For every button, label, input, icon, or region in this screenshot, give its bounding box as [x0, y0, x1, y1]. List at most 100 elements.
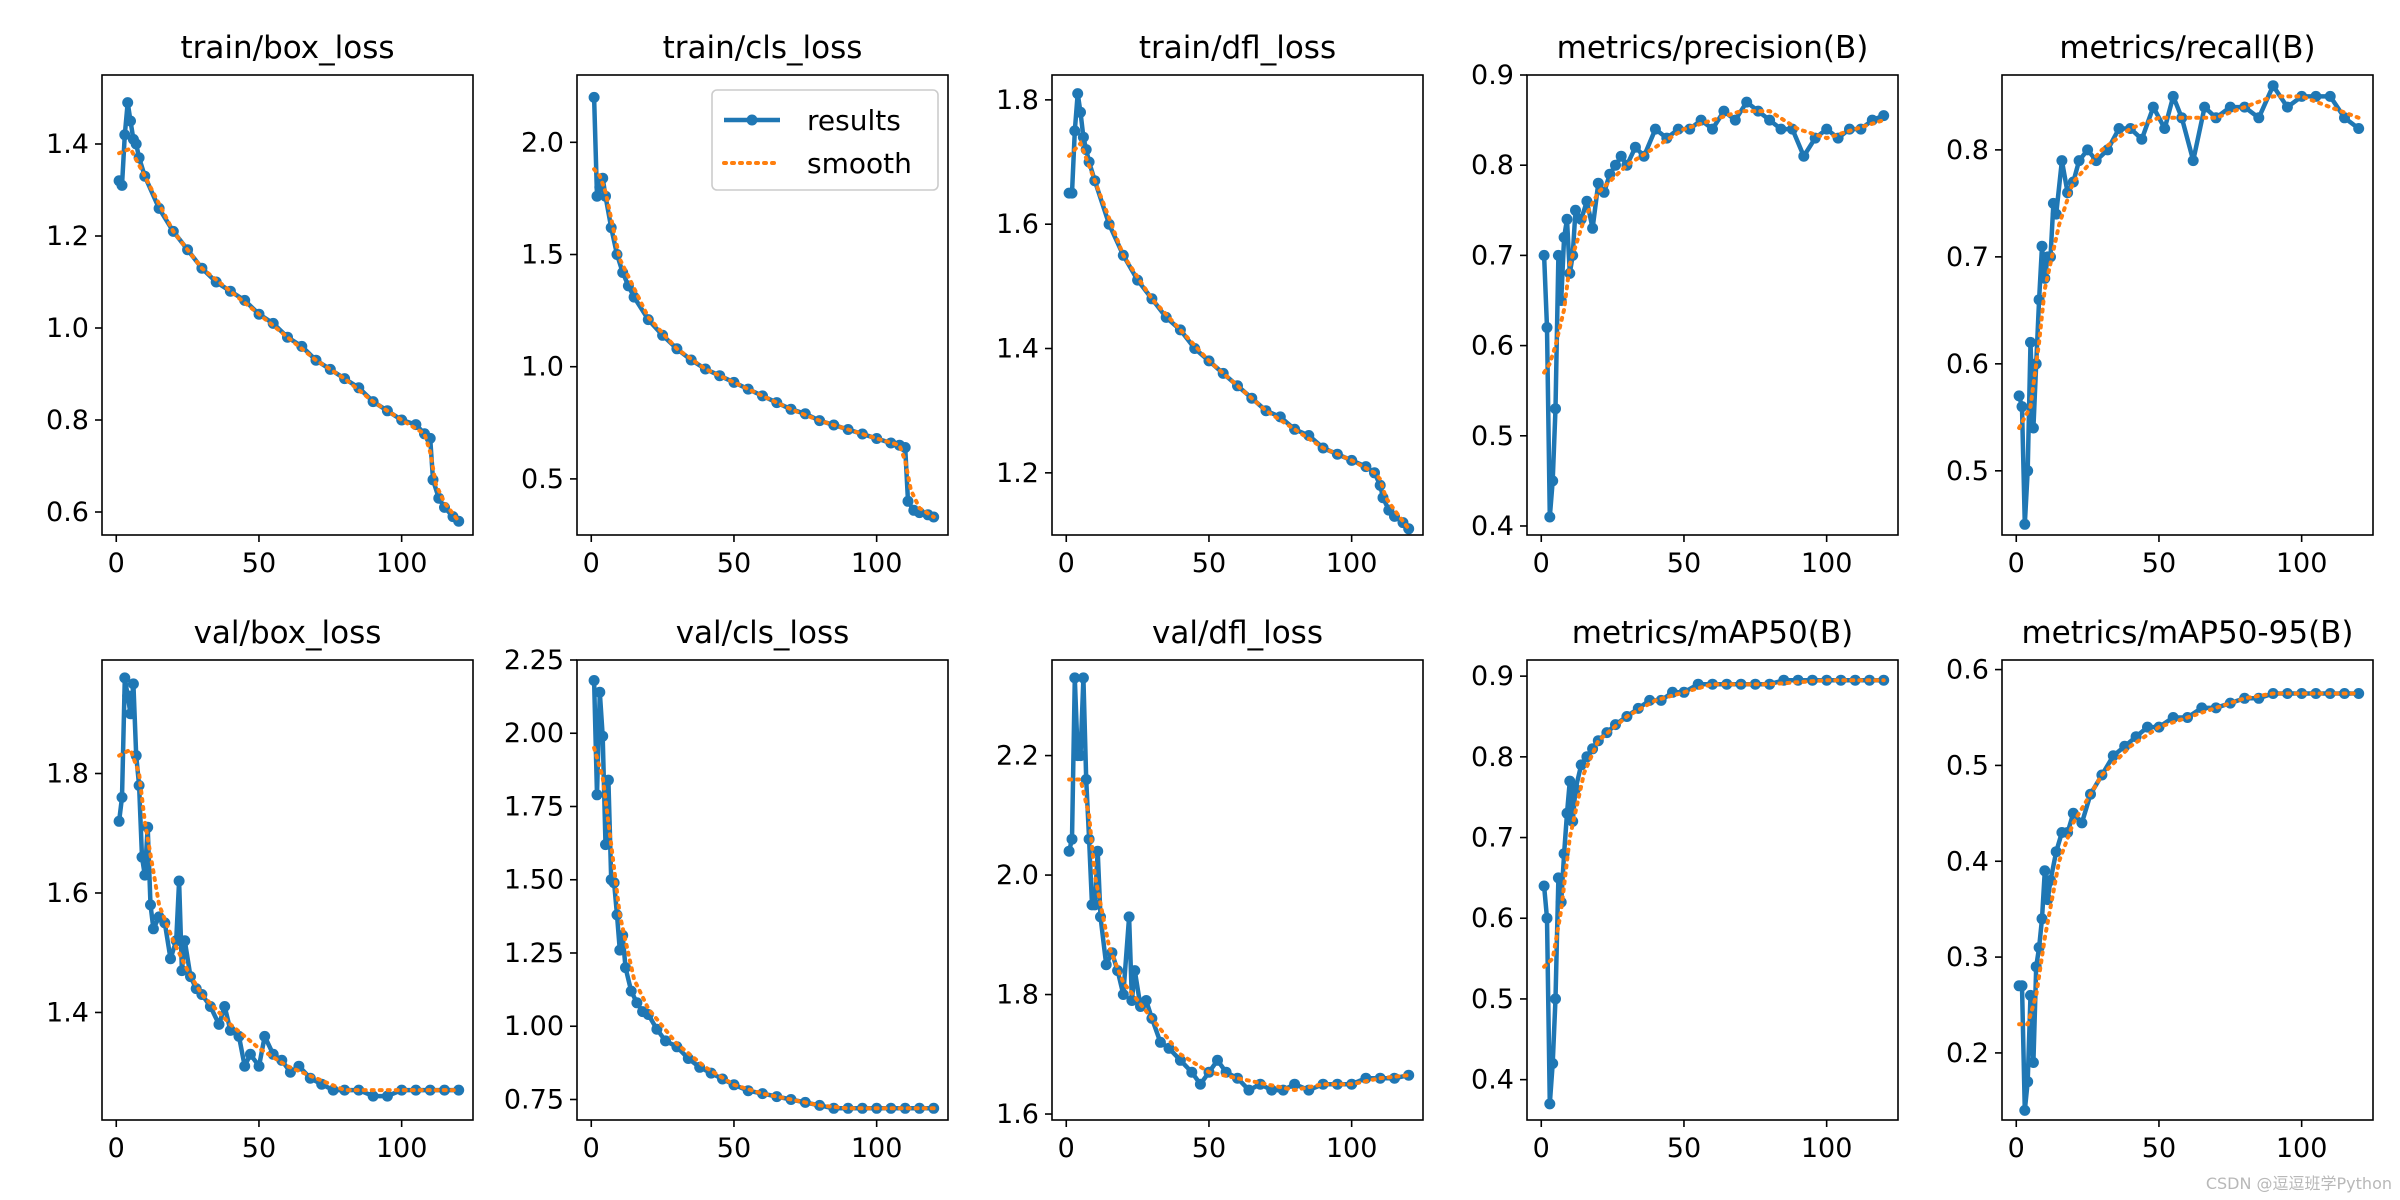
- results-point: [591, 789, 603, 801]
- results-point: [1558, 231, 1570, 243]
- results-point: [1538, 880, 1550, 892]
- results-point: [591, 190, 603, 202]
- y-tick-label: 0.7: [1471, 240, 1514, 271]
- results-point: [173, 875, 185, 887]
- plot-area: [1538, 674, 1890, 1110]
- results-point: [2013, 390, 2025, 402]
- results-point: [119, 672, 131, 684]
- chart-title: metrics/precision(B): [1557, 30, 1869, 66]
- results-point: [2090, 155, 2102, 167]
- results-point: [219, 1001, 231, 1012]
- results-point: [1707, 123, 1718, 135]
- results-point: [2167, 712, 2179, 723]
- smooth-line: [117, 746, 461, 1093]
- results-point: [1403, 1069, 1415, 1081]
- results-point: [1117, 989, 1129, 1000]
- results-point: [2019, 1104, 2031, 1116]
- smooth-line: [1542, 109, 1886, 375]
- axes-frame: [1051, 659, 1424, 1121]
- x-tick-label: 0: [2008, 1133, 2025, 1164]
- results-point: [1564, 775, 1576, 787]
- axes-frame: [2001, 74, 2374, 536]
- chart-metrics-recall-b: metrics/recall(B) 0 50 100 0.5 0.6 0.7 0.8: [1946, 30, 2374, 579]
- axes-frame: [1526, 74, 1899, 536]
- results-point: [1066, 187, 1078, 199]
- plot-area: [113, 672, 465, 1102]
- smooth-line: [1067, 139, 1411, 531]
- axes-frame: [1051, 74, 1424, 536]
- results-point: [1629, 141, 1641, 153]
- chart-metrics-map50-b: metrics/mAP50(B) 0 50 100 0.4 0.5 0.6 0.7 0.8 0.9: [1471, 615, 1899, 1164]
- results-point: [2082, 144, 2094, 156]
- results-point: [602, 774, 614, 786]
- results-point: [165, 953, 176, 965]
- plot-area: [1063, 88, 1415, 535]
- results-point: [2076, 817, 2088, 829]
- results-point: [1069, 672, 1081, 684]
- y-tick-label: 1.4: [46, 997, 89, 1028]
- results-point: [1077, 672, 1089, 684]
- results-point: [116, 179, 128, 191]
- results-point: [1821, 123, 1833, 135]
- x-tick-label: 0: [108, 548, 125, 579]
- results-point: [1194, 1078, 1206, 1090]
- y-tick-label: 0.8: [1471, 742, 1514, 773]
- results-point: [2019, 518, 2031, 530]
- results-point: [628, 291, 640, 303]
- x-tick-label: 50: [2142, 1133, 2176, 1164]
- results-point: [2022, 465, 2034, 477]
- x-tick-label: 0: [1058, 548, 1075, 579]
- results-point: [2056, 155, 2068, 167]
- y-tick-label: 1.8: [996, 980, 1039, 1011]
- y-tick-label: 1.2: [996, 458, 1039, 489]
- results-point: [2199, 101, 2211, 113]
- results-point: [2047, 197, 2059, 209]
- results-point: [1649, 123, 1661, 135]
- results-point: [1186, 1066, 1198, 1078]
- smooth-line: [1542, 678, 1886, 969]
- y-tick-label: 1.00: [504, 1011, 564, 1042]
- results-point: [2324, 90, 2336, 102]
- x-tick-label: 0: [2008, 548, 2025, 579]
- results-point: [244, 1048, 256, 1060]
- results-point: [410, 1084, 422, 1096]
- results-point: [2310, 688, 2322, 699]
- y-tick-label: 2.00: [504, 718, 564, 749]
- results-point: [2102, 144, 2114, 156]
- results-point: [588, 675, 600, 686]
- results-point: [1878, 110, 1890, 122]
- results-point: [453, 1084, 465, 1096]
- y-tick-label: 1.50: [504, 865, 564, 896]
- results-point: [1538, 249, 1550, 261]
- legend-smooth-label: smooth: [807, 147, 912, 180]
- x-tick-label: 50: [717, 1133, 751, 1164]
- x-tick-label: 100: [1801, 1133, 1853, 1164]
- x-tick-label: 100: [1801, 548, 1853, 579]
- y-tick-label: 0.4: [1471, 511, 1514, 542]
- chart-val-dfl-loss: val/dfl_loss 0 50 100 1.6 1.8 2.0 2.2: [996, 615, 1424, 1164]
- y-tick-label: 1.4: [996, 334, 1039, 365]
- y-tick-label: 0.8: [1471, 150, 1514, 181]
- x-tick-label: 100: [376, 548, 428, 579]
- results-line: [1066, 675, 1410, 1093]
- results-point: [122, 97, 134, 109]
- y-tick-label: 0.5: [521, 464, 564, 495]
- chart-train-box-loss: train/box_loss 0 50 100 0.6 0.8 1.0 1.2 1.4: [46, 30, 474, 579]
- results-point: [1550, 403, 1561, 415]
- results-point: [614, 944, 626, 956]
- results-point: [224, 1024, 236, 1036]
- results-point: [594, 686, 606, 698]
- results-point: [1243, 1084, 1255, 1096]
- results-point: [2050, 208, 2062, 220]
- results-point: [2027, 422, 2039, 434]
- results-line: [591, 680, 934, 1111]
- y-tick-label: 0.7: [1471, 823, 1514, 854]
- axes-frame: [1526, 659, 1899, 1121]
- results-line: [116, 675, 459, 1099]
- y-tick-label: 0.4: [1471, 1065, 1514, 1096]
- results-point: [1672, 123, 1684, 135]
- results-point: [1331, 1078, 1343, 1090]
- results-point: [1077, 131, 1089, 143]
- x-tick-label: 50: [242, 1133, 276, 1164]
